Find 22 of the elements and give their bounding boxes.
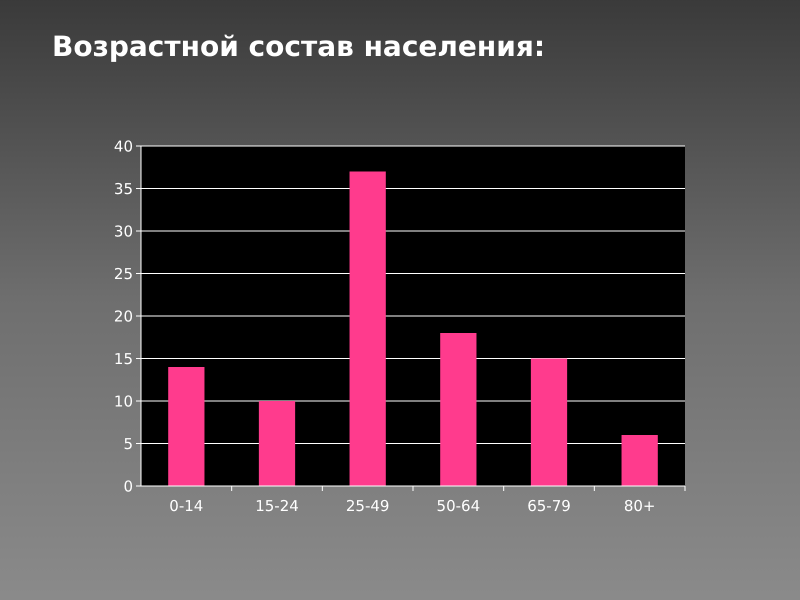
bar bbox=[530, 358, 568, 486]
y-tick-label: 40 bbox=[114, 137, 133, 156]
y-tick-label: 30 bbox=[114, 222, 133, 240]
x-tick-label: 50-64 bbox=[436, 497, 480, 515]
bar bbox=[350, 172, 386, 486]
y-tick-label: 25 bbox=[114, 264, 133, 283]
y-tick-label: 10 bbox=[114, 392, 133, 410]
chart-title: Возрастной состав населения: bbox=[52, 30, 546, 63]
x-tick-label: 65-79 bbox=[527, 497, 571, 515]
bar bbox=[622, 435, 658, 486]
bar bbox=[258, 401, 296, 486]
y-tick-label: 35 bbox=[114, 180, 133, 198]
x-tick-label: 15-24 bbox=[255, 497, 299, 515]
y-tick-label: 20 bbox=[114, 307, 133, 326]
y-tick-label: 0 bbox=[123, 477, 133, 496]
bar bbox=[440, 333, 476, 486]
x-tick-label: 80+ bbox=[624, 497, 656, 515]
y-tick-label: 5 bbox=[123, 434, 133, 453]
x-tick-label: 0-14 bbox=[169, 497, 204, 515]
bar bbox=[168, 367, 204, 486]
y-tick-label: 15 bbox=[114, 350, 133, 368]
x-tick-label: 25-49 bbox=[346, 497, 390, 515]
